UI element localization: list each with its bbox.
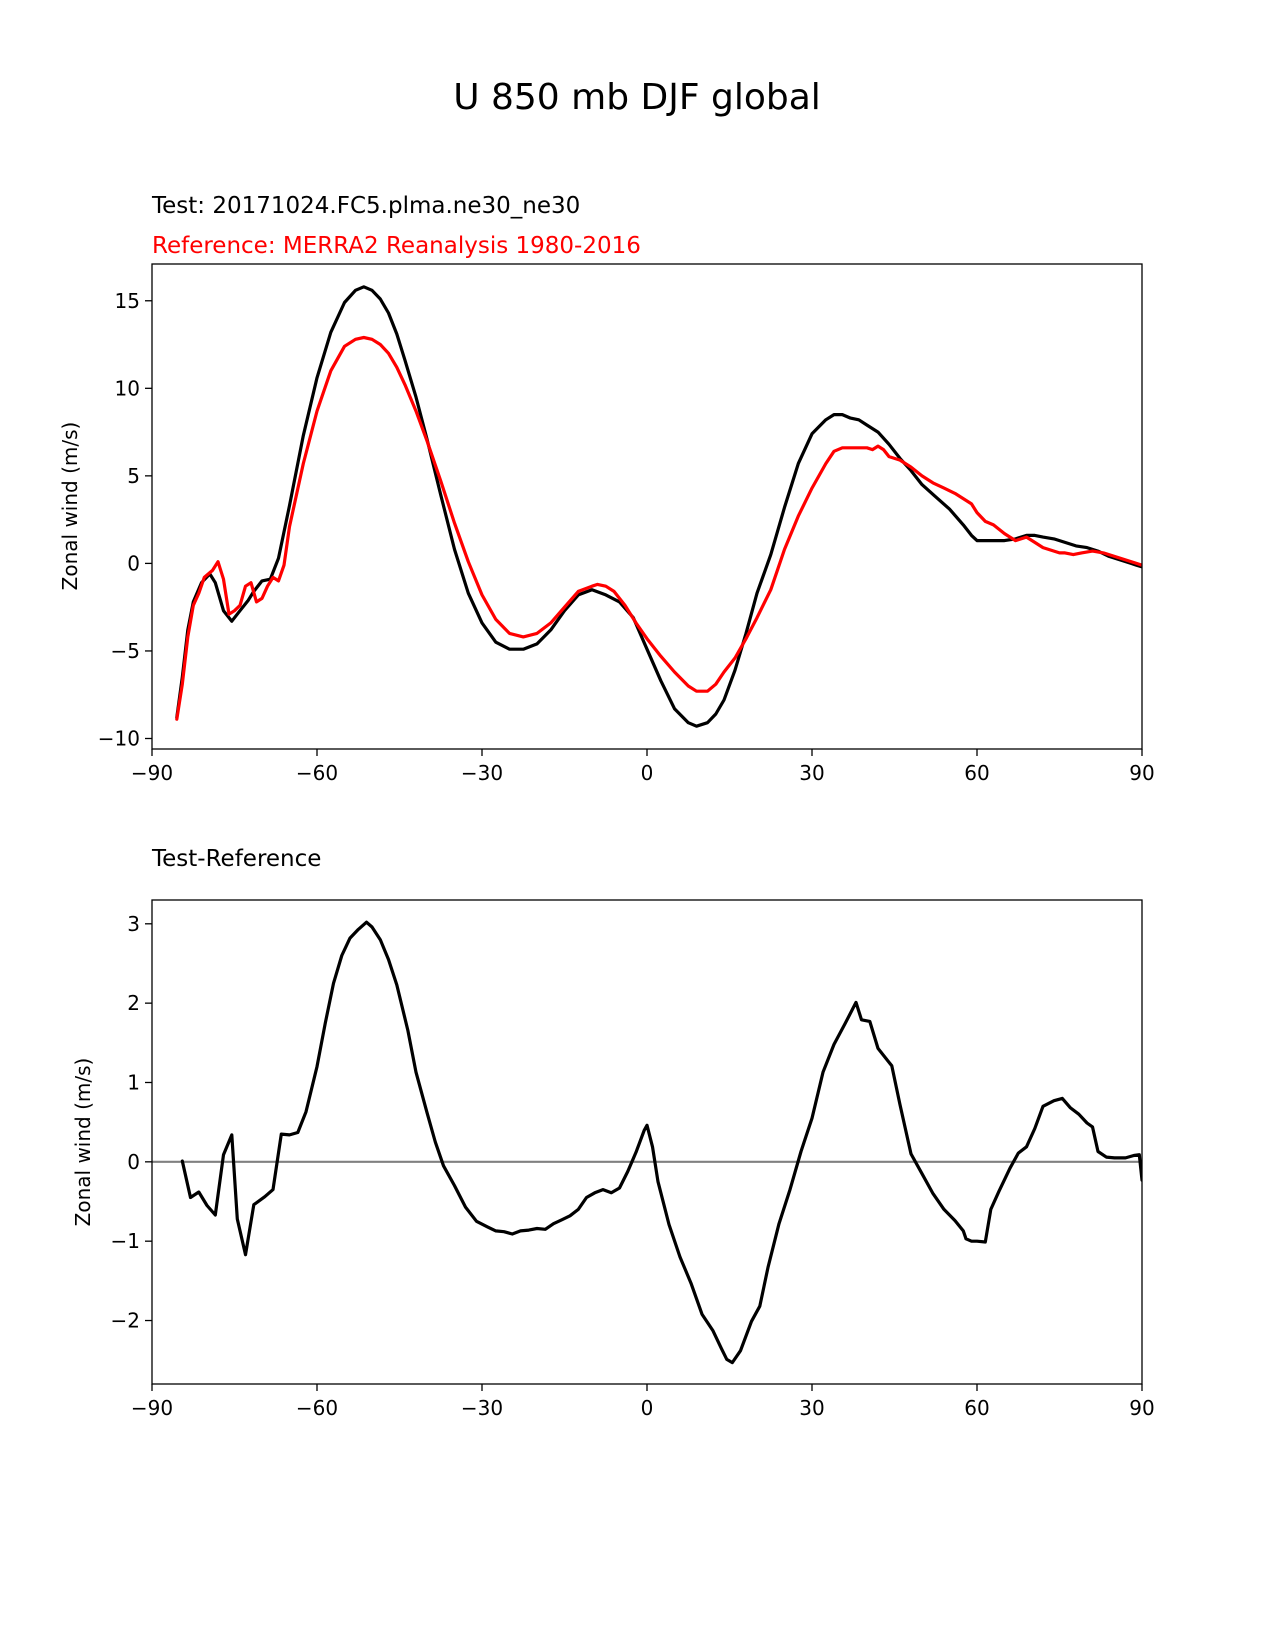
bottom-xtick-label: −90 <box>131 1396 173 1420</box>
figure-title: U 850 mb DJF global <box>453 77 821 118</box>
top-ytick-label: −10 <box>98 726 140 750</box>
bottom-ytick-label: −2 <box>111 1309 140 1333</box>
bottom-panel: Test-Reference −90 −60 −30 0 30 60 90−2−10123 … <box>71 846 1155 1420</box>
bottom-xtick-label: 90 <box>1129 1396 1154 1420</box>
top-xtick-label: 90 <box>1129 761 1154 785</box>
top-series-reference <box>175 335 1142 721</box>
top-xtick-label: 30 <box>799 761 824 785</box>
top-ylabel: Zonal wind (m/s) <box>58 422 82 591</box>
top-xtick-label: 60 <box>964 761 989 785</box>
bottom-axes: −90 −60 −30 0 30 60 90 −2 −1 0 1 2 3 <box>111 912 1155 1420</box>
bottom-xtick-label: −60 <box>296 1396 338 1420</box>
top-xtick-label: −90 <box>131 761 173 785</box>
top-panel: Test: 20171024.FC5.plma.ne30_ne30 Refere… <box>58 193 1155 785</box>
bottom-ytick-label: 2 <box>127 991 140 1015</box>
top-axes: −90 −60 −30 0 30 60 90 −10 −5 0 5 10 15 <box>98 289 1155 785</box>
bottom-series-test-reference <box>180 920 1142 1365</box>
top-ytick-label: 10 <box>115 376 140 400</box>
reference-title: Reference: MERRA2 Reanalysis 1980-2016 <box>152 233 641 259</box>
test-title: Test: 20171024.FC5.plma.ne30_ne30 <box>151 193 580 219</box>
top-ytick-label: 15 <box>115 289 140 313</box>
bottom-plot-frame <box>151 899 1143 1385</box>
bottom-xtick-label: −30 <box>461 1396 503 1420</box>
top-series <box>175 285 1142 728</box>
bottom-ytick-label: −1 <box>111 1229 140 1253</box>
top-ytick-label: 0 <box>127 551 140 575</box>
bottom-xtick-label: 30 <box>799 1396 824 1420</box>
top-ytick-label: −5 <box>111 639 140 663</box>
top-plot-frame <box>151 263 1143 750</box>
bottom-ylabel: Zonal wind (m/s) <box>71 1058 95 1227</box>
bottom-xtick-label: 0 <box>641 1396 654 1420</box>
top-xtick-label: −60 <box>296 761 338 785</box>
top-series-test <box>175 285 1142 728</box>
top-ytick-label: 5 <box>127 464 140 488</box>
diff-title: Test-Reference <box>151 846 321 872</box>
bottom-series <box>152 920 1142 1365</box>
top-xtick-label: 0 <box>641 761 654 785</box>
top-xtick-label: −30 <box>461 761 503 785</box>
bottom-ytick-label: 1 <box>127 1070 140 1094</box>
bottom-ytick-label: 3 <box>127 912 140 936</box>
bottom-ytick-label: 0 <box>127 1150 140 1174</box>
bottom-xtick-label: 60 <box>964 1396 989 1420</box>
